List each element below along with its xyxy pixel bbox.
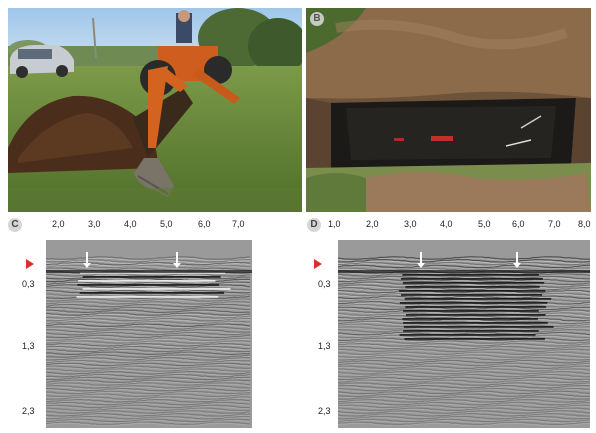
panel-c-target-arrow (173, 252, 181, 268)
backhoe-scene (8, 8, 302, 212)
excavated-pit-photo: B (306, 8, 591, 212)
backhoe-photo (8, 8, 302, 212)
panel-c-target-arrow (83, 252, 91, 268)
panel-c-x-tick: 3,0 (88, 219, 101, 229)
panel-d-x-tick: 3,0 (404, 219, 417, 229)
panel-d-surface-marker (314, 259, 322, 269)
panel-d-x-tick: 2,0 (366, 219, 379, 229)
panel-d-x-tick: 5,0 (478, 219, 491, 229)
panel-d-target-arrow (513, 252, 521, 268)
panel-d-x-tick: 7,0 (548, 219, 561, 229)
panel-d-target-arrow (417, 252, 425, 268)
panel-d-depth-tick: 2,3 (318, 406, 331, 416)
panel-c-x-tick: 7,0 (232, 219, 245, 229)
panel-c-letter: C (8, 218, 22, 232)
panel-d-letter: D (307, 218, 321, 232)
panel-d-radargram (338, 240, 590, 428)
panel-c-x-tick: 5,0 (160, 219, 173, 229)
panel-d-x-tick: 1,0 (328, 219, 341, 229)
panel-b-letter: B (310, 12, 324, 26)
panel-c-surface-marker (26, 259, 34, 269)
panel-d-x-tick: 6,0 (512, 219, 525, 229)
panel-d-x-tick: 4,0 (440, 219, 453, 229)
panel-c-x-tick: 6,0 (198, 219, 211, 229)
panel-c-x-tick: 2,0 (52, 219, 65, 229)
panel-c-x-tick: 4,0 (124, 219, 137, 229)
panel-c-depth-tick: 0,3 (22, 279, 35, 289)
panel-c-depth-tick: 1,3 (22, 341, 35, 351)
panel-c-depth-tick: 2,3 (22, 406, 35, 416)
panel-c-radargram (46, 240, 252, 428)
panel-d-depth-tick: 0,3 (318, 279, 331, 289)
panel-d-depth-tick: 1,3 (318, 341, 331, 351)
panel-d-x-tick: 8,0 (578, 219, 591, 229)
pit-scene (306, 8, 591, 212)
